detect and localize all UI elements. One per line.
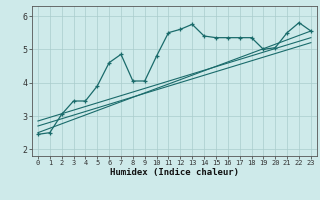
X-axis label: Humidex (Indice chaleur): Humidex (Indice chaleur): [110, 168, 239, 177]
